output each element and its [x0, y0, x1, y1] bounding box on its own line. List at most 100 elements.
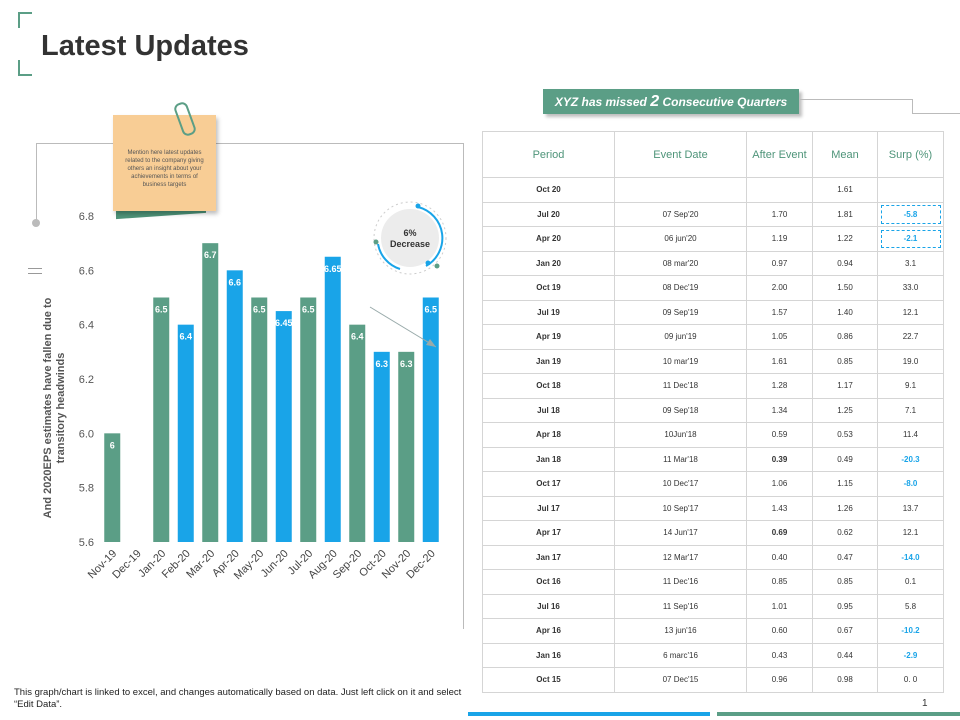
- surp-cell: 22.7: [877, 324, 944, 350]
- surp-cell: 33.0: [877, 275, 944, 301]
- table-row: Oct 15 07 Dec'15 0.96 0.98 0. 0: [482, 667, 944, 693]
- surp-cell: 5.8: [877, 593, 944, 619]
- frame-line-right: [463, 143, 464, 629]
- footnote: This graph/chart is linked to excel, and…: [14, 687, 462, 710]
- mean-cell: 1.15: [812, 471, 878, 497]
- event-date-cell: 08 mar'20: [614, 250, 747, 276]
- after-event-cell: 0.60: [746, 618, 813, 644]
- mean-cell: 1.17: [812, 373, 878, 399]
- bar: [422, 297, 439, 542]
- period-cell: Apr 16: [482, 618, 615, 644]
- period-cell: Apr 20: [482, 226, 615, 252]
- after-event-cell: 0.59: [746, 422, 813, 448]
- table-row: Oct 20 1.61: [482, 177, 944, 203]
- after-event-cell: 2.00: [746, 275, 813, 301]
- bar-data-label: 6.4: [351, 332, 364, 342]
- period-cell: Oct 19: [482, 275, 615, 301]
- after-event-cell: 0.97: [746, 250, 813, 276]
- table-row: Oct 18 11 Dec'18 1.28 1.17 9.1: [482, 373, 944, 399]
- period-cell: Jul 17: [482, 495, 615, 521]
- table-row: Apr 18 10Jun'18 0.59 0.53 11.4: [482, 422, 944, 448]
- table-row: Apr 16 13 jun'16 0.60 0.67 -10.2: [482, 618, 944, 644]
- page-number: 1: [922, 698, 928, 709]
- mean-cell: 0.95: [812, 593, 878, 619]
- mean-cell: 1.61: [812, 177, 878, 203]
- after-event-cell: 1.19: [746, 226, 813, 252]
- table-row: Oct 19 08 Dec'19 2.00 1.50 33.0: [482, 275, 944, 301]
- corner-bracket-bottom: [18, 60, 32, 76]
- badge-dot: [415, 203, 421, 209]
- period-cell: Jan 20: [482, 250, 615, 276]
- frame-line-vertical: [36, 143, 37, 223]
- period-cell: Jul 20: [482, 201, 615, 227]
- period-cell: Oct 15: [482, 667, 615, 693]
- sticky-note: Mention here latest updates related to t…: [113, 115, 216, 211]
- after-event-cell: 1.57: [746, 299, 813, 325]
- mean-cell: 0.86: [812, 324, 878, 350]
- bar: [398, 351, 415, 542]
- mean-cell: 1.26: [812, 495, 878, 521]
- banner-suffix: Consecutive Quarters: [662, 95, 788, 109]
- surp-cell: 3.1: [877, 250, 944, 276]
- period-cell: Apr 17: [482, 520, 615, 546]
- banner-prefix: XYZ has missed: [554, 95, 647, 109]
- after-event-cell: 1.06: [746, 471, 813, 497]
- bar-data-label: 6.5: [253, 305, 266, 315]
- bar: [373, 351, 390, 542]
- table-row: Apr 17 14 Jun'17 0.69 0.62 12.1: [482, 520, 944, 546]
- after-event-cell: 0.69: [746, 520, 813, 546]
- mean-cell: 0.67: [812, 618, 878, 644]
- surp-cell: 0. 0: [877, 667, 944, 693]
- mean-cell: 0.85: [812, 348, 878, 374]
- page-title: Latest Updates: [41, 30, 249, 62]
- period-cell: Jul 18: [482, 397, 615, 423]
- table-row: Apr 20 06 jun'20 1.19 1.22 -2.1: [482, 226, 944, 252]
- y-tick-label: 6.8: [79, 211, 94, 223]
- table-row: Oct 17 10 Dec'17 1.06 1.15 -8.0: [482, 471, 944, 497]
- y-tick-label: 6.0: [79, 428, 94, 440]
- banner-connector: [912, 113, 960, 114]
- col-header-after-event: After Event: [746, 131, 813, 178]
- surp-cell: 19.0: [877, 348, 944, 374]
- table-row: Jan 17 12 Mar'17 0.40 0.47 -14.0: [482, 544, 944, 570]
- badge-dot: [434, 263, 440, 269]
- event-date-cell: 12 Mar'17: [614, 544, 747, 570]
- bar: [226, 270, 243, 542]
- banner-connector: [912, 99, 913, 113]
- surp-cell: 9.1: [877, 373, 944, 399]
- badge-label: Decrease: [390, 239, 430, 249]
- after-event-cell: 0.40: [746, 544, 813, 570]
- bar-data-label: 6.6: [228, 277, 241, 287]
- corner-bracket-top: [18, 12, 32, 28]
- period-cell: Oct 16: [482, 569, 615, 595]
- mean-cell: 0.44: [812, 642, 878, 668]
- bar-data-label: 6.3: [400, 359, 413, 369]
- after-event-cell: 1.28: [746, 373, 813, 399]
- y-tick-label: 6.4: [79, 320, 94, 332]
- mean-cell: 0.53: [812, 422, 878, 448]
- col-header-event-date: Event Date: [614, 131, 747, 178]
- period-cell: Jul 19: [482, 299, 615, 325]
- table-row: Jan 18 11 Mar'18 0.39 0.49 -20.3: [482, 446, 944, 472]
- period-cell: Apr 18: [482, 422, 615, 448]
- event-date-cell: 11 Dec'18: [614, 373, 747, 399]
- eps-table: Period Event Date After Event Mean Surp …: [482, 131, 944, 693]
- badge-arc-blue: [417, 206, 444, 267]
- mean-cell: 1.50: [812, 275, 878, 301]
- bar-data-label: 6.45: [275, 318, 293, 328]
- table-row: Jul 16 11 Sep'16 1.01 0.95 5.8: [482, 593, 944, 619]
- bar-data-label: 6.5: [302, 305, 315, 315]
- col-header-period: Period: [482, 131, 615, 178]
- y-tick-label: 5.6: [79, 537, 94, 549]
- event-date-cell: 07 Sep'20: [614, 201, 747, 227]
- badge-arc-blue: [377, 243, 401, 270]
- surp-cell: -2.9: [877, 642, 944, 668]
- period-cell: Oct 17: [482, 471, 615, 497]
- mean-cell: 0.47: [812, 544, 878, 570]
- period-cell: Apr 19: [482, 324, 615, 350]
- after-event-cell: 1.43: [746, 495, 813, 521]
- event-date-cell: 11 Dec'16: [614, 569, 747, 595]
- after-event-cell: 1.34: [746, 397, 813, 423]
- frame-dot: [32, 219, 40, 227]
